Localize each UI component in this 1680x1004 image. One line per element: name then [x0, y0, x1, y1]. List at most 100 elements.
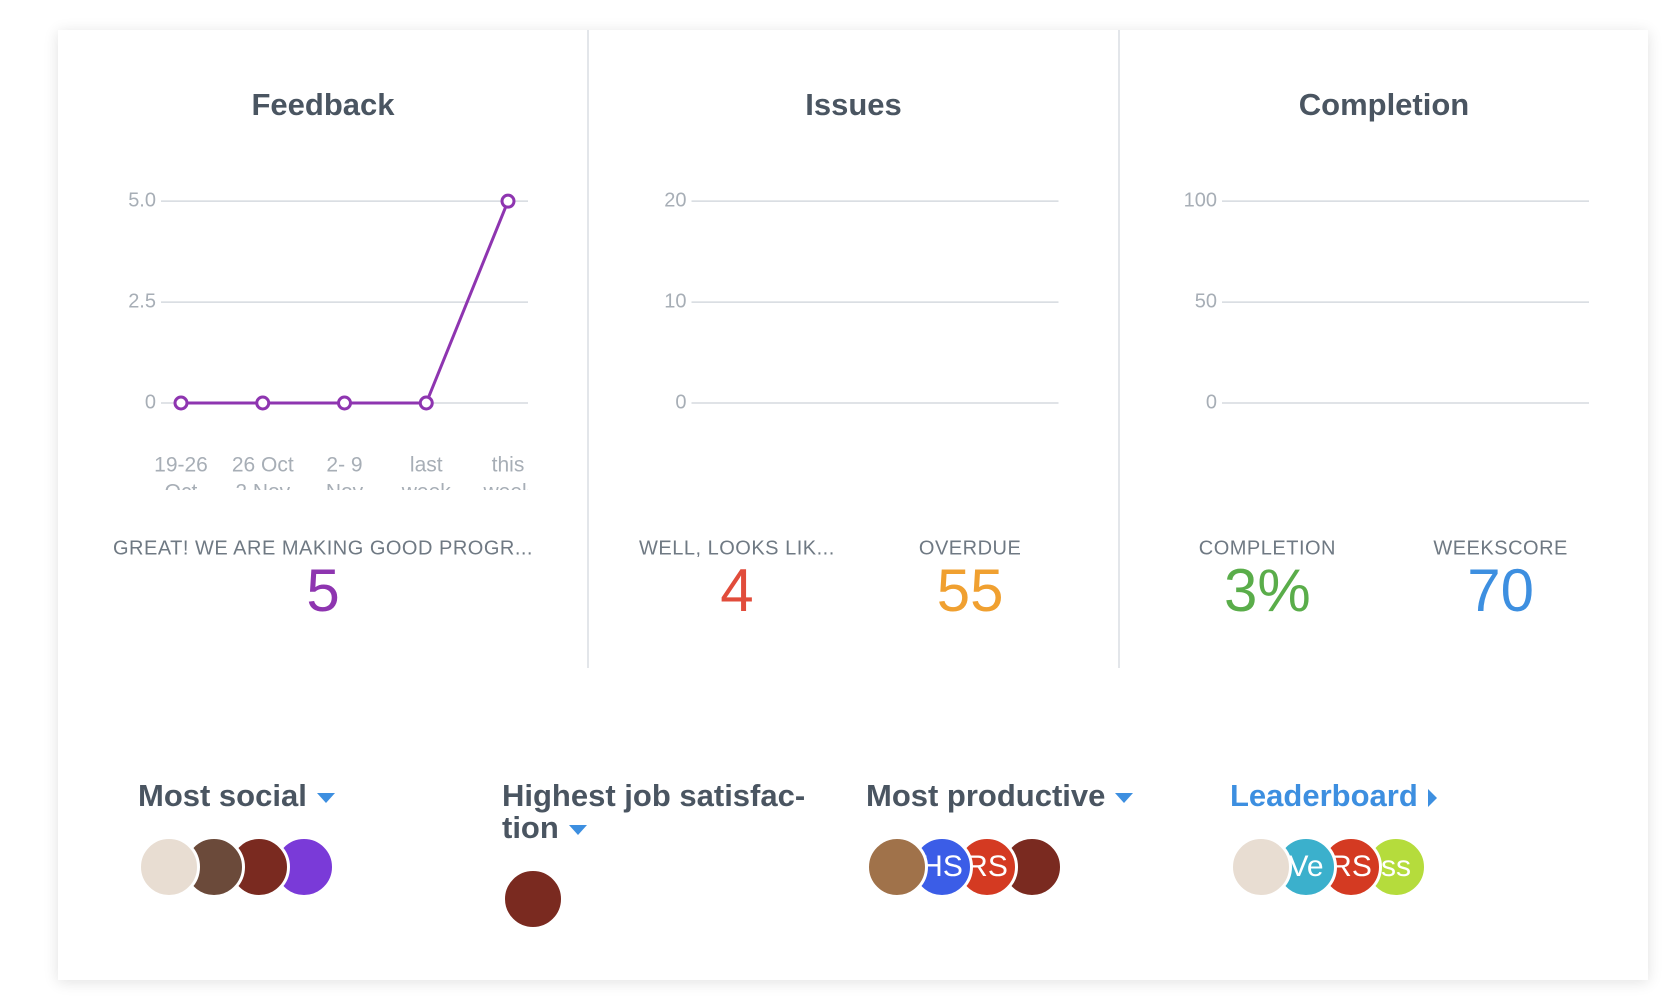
- x-tick-label: this: [492, 454, 525, 477]
- avatar[interactable]: [502, 868, 564, 930]
- arrow-icon[interactable]: [316, 792, 335, 803]
- group-title-text[interactable]: Most productive: [866, 778, 1106, 813]
- dashboard-card: Feedback 0 2.5 5.0 19-26 Oct 26 Oct 2 Nov 2- 9 No…: [58, 30, 1648, 980]
- avatar[interactable]: [138, 836, 200, 898]
- x-tick-label: 2- 9: [1387, 454, 1423, 477]
- point: [1563, 256, 1575, 268]
- x-tick-label: 19-26: [154, 454, 208, 477]
- chart: Feedback 0 2.5 5.0 19-26 Oct 26 Oct 2 Nov 2- 9 No…: [113, 87, 533, 624]
- x-tick-label: 19-26: [685, 454, 739, 477]
- x-tick-label: 2 Nov: [766, 481, 821, 504]
- leaders: Most social Highest job satisfac­tion Most…: [138, 780, 1594, 930]
- avatar[interactable]: [1230, 836, 1292, 898]
- avatar[interactable]: HS: [911, 836, 973, 898]
- point: [500, 193, 516, 209]
- x-tick-label: this: [1553, 454, 1586, 477]
- arrow-icon[interactable]: [1115, 792, 1134, 803]
- group-title-text[interactable]: Most social: [138, 778, 307, 813]
- stat-value: 55: [937, 557, 1004, 624]
- x-tick-label: 26 Oct: [762, 454, 824, 477]
- stat-label: WEEKSCORE: [1433, 537, 1568, 559]
- chart: Completion 0 50 100 19-26 Oct 26 Oct 2 Nov 2- 9 N…: [1184, 87, 1594, 624]
- x-tick-label: Oct: [165, 481, 198, 504]
- group-title-text[interactable]: Highest job satisfac­tion: [502, 778, 806, 845]
- x-tick-label: last: [410, 454, 443, 477]
- x-tick-label: last: [1471, 454, 1504, 477]
- x-tick-label: Nov: [326, 481, 364, 504]
- charts: Feedback 0 2.5 5.0 19-26 Oct 26 Oct 2 Nov 2- 9 No…: [113, 30, 1594, 668]
- x-tick-label: Nov: [1387, 481, 1425, 504]
- leader-group: Most social: [138, 780, 502, 930]
- y-tick-label: 0: [145, 391, 156, 413]
- x-tick-label: Oct: [1226, 481, 1259, 504]
- point: [337, 395, 352, 411]
- avatars: HS RS: [866, 836, 1230, 898]
- plot: [1236, 256, 1575, 409]
- x-tick-label: 2- 9: [857, 454, 893, 477]
- group-title[interactable]: Leaderboard: [1230, 780, 1560, 812]
- x-labels: 19-26 Oct 26 Oct 2 Nov 2- 9 Nov last week this we…: [154, 454, 533, 504]
- y-tick-label: 20: [664, 189, 686, 211]
- series-line: [1487, 397, 1569, 403]
- x-tick-label: week: [1543, 481, 1594, 504]
- series-line: [712, 30, 1039, 403]
- stat-label: COMPLETION: [1199, 537, 1336, 559]
- x-tick-label: week: [931, 481, 982, 504]
- x-labels: 19-26 Oct 26 Oct 2 Nov 2- 9 Nov last week this we…: [685, 454, 1064, 504]
- group-title[interactable]: Most social: [138, 780, 468, 812]
- arrow-icon[interactable]: [1427, 788, 1437, 807]
- series-line: [957, 363, 1039, 403]
- x-tick-label: week: [401, 481, 452, 504]
- arrow-icon[interactable]: [568, 824, 587, 835]
- x-tick-label: last: [940, 454, 973, 477]
- y-tick-label: 100: [1184, 189, 1217, 211]
- avatars: Ve RS ss: [1230, 836, 1594, 898]
- y-tick-label: 0: [1206, 391, 1217, 413]
- point: [1563, 391, 1575, 403]
- group-title[interactable]: Most productive: [866, 780, 1196, 812]
- chart-title: Issues: [805, 87, 902, 122]
- y-tick-label: 0: [675, 391, 686, 413]
- stat-label: GREAT! WE ARE MAKING GOOD PROGR...: [113, 537, 533, 559]
- x-tick-label: 26 Oct: [232, 454, 294, 477]
- point: [255, 395, 271, 411]
- point: [1033, 357, 1045, 369]
- stat-value: 4: [720, 557, 753, 624]
- chart-title: Completion: [1299, 87, 1470, 122]
- x-tick-label: week: [1013, 481, 1064, 504]
- group-title-text[interactable]: Leaderboard: [1230, 778, 1418, 813]
- x-tick-label: 26 Oct: [1293, 454, 1355, 477]
- stat-value: 70: [1467, 557, 1534, 624]
- stat-value: 3%: [1224, 557, 1311, 624]
- stat-value: 5: [306, 557, 339, 624]
- x-tick-label: this: [1022, 454, 1055, 477]
- x-tick-label: 2 Nov: [1296, 481, 1351, 504]
- leader-group: Most productive HS RS: [866, 780, 1230, 930]
- leader-group: Leaderboard Ve RS ss: [1230, 780, 1594, 930]
- group-title[interactable]: Highest job satisfac­tion: [502, 780, 832, 844]
- avatar[interactable]: RS: [1320, 836, 1382, 898]
- plot: [173, 193, 516, 411]
- point: [418, 395, 434, 411]
- chart-title: Feedback: [251, 87, 395, 122]
- chart: Issues 0 10 20 19-26 Oct 26 Oct 2 Nov 2- 9 Nov las…: [639, 30, 1064, 624]
- series-line: [1242, 262, 1569, 403]
- x-tick-label: 19-26: [1215, 454, 1269, 477]
- x-tick-label: 2 Nov: [235, 481, 290, 504]
- x-tick-label: week: [482, 481, 533, 504]
- stat-label: WELL, LOOKS LIK...: [639, 537, 835, 559]
- point: [173, 395, 189, 411]
- avatar[interactable]: Ve: [1275, 836, 1337, 898]
- avatar[interactable]: [866, 836, 928, 898]
- y-tick-label: 50: [1195, 290, 1217, 312]
- stat-label: OVERDUE: [919, 537, 1021, 559]
- y-tick-label: 10: [664, 290, 686, 312]
- y-tick-label: 2.5: [128, 290, 156, 312]
- leader-group: Highest job satisfac­tion: [502, 780, 866, 930]
- x-tick-label: 2- 9: [326, 454, 362, 477]
- avatars: [502, 868, 866, 930]
- y-tick-label: 5.0: [128, 189, 156, 211]
- x-tick-label: Nov: [856, 481, 894, 504]
